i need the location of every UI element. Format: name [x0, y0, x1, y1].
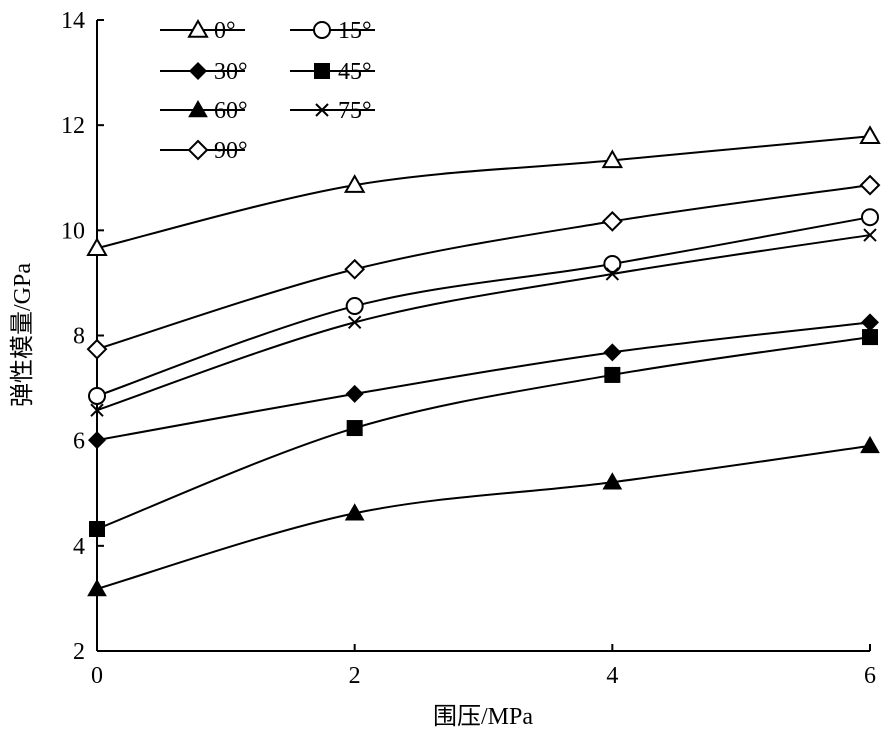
circle-open-marker — [313, 21, 331, 39]
diamond-filled-marker — [345, 384, 364, 403]
diamond-open-marker — [859, 174, 881, 196]
circle-open-marker — [345, 297, 364, 316]
square-filled-marker — [89, 521, 105, 538]
series-60deg — [87, 435, 880, 597]
series-line — [96, 184, 871, 351]
series-line — [96, 135, 871, 250]
series-line — [96, 234, 871, 412]
x-marker — [90, 403, 104, 417]
legend-label: 15° — [338, 18, 372, 44]
y-tick-label: 4 — [73, 534, 85, 560]
series-90deg — [86, 174, 881, 360]
legend-item: 75° — [290, 98, 375, 124]
series-15deg — [88, 208, 879, 405]
diamond-open-marker — [86, 338, 108, 360]
legend-item: 45° — [290, 59, 375, 85]
series-30deg — [88, 313, 879, 450]
square-filled-marker — [346, 420, 363, 437]
series-line — [96, 444, 871, 590]
circle-open-marker — [861, 208, 879, 227]
x-marker — [315, 103, 329, 117]
legend-item: 60° — [160, 98, 248, 124]
square-filled-marker — [314, 63, 330, 79]
x-marker — [863, 228, 877, 242]
y-axis-label: 弹性模量/GPa — [9, 263, 36, 407]
x-axis-label: 围压/MPa — [433, 704, 533, 730]
series-0deg — [86, 125, 881, 256]
y-tick-label: 10 — [61, 218, 85, 244]
legend-label: 30° — [214, 59, 248, 85]
legend-item: 0° — [160, 18, 245, 44]
y-tick-label: 2 — [73, 639, 85, 665]
triangle-open-marker — [859, 125, 881, 144]
circle-open-marker — [88, 386, 106, 405]
triangle-filled-marker — [188, 99, 208, 118]
y-tick-label: 14 — [61, 8, 85, 34]
triangle-filled-marker — [344, 503, 365, 521]
series-45deg — [89, 329, 878, 538]
triangle-open-marker — [601, 149, 624, 169]
x-tick-label: 2 — [349, 663, 361, 689]
y-tick-label: 8 — [73, 324, 85, 350]
x-tick-label: 4 — [606, 663, 618, 689]
triangle-open-marker — [343, 174, 366, 193]
x-marker — [605, 267, 620, 281]
triangle-open-marker — [86, 237, 108, 256]
y-tick-label: 6 — [73, 429, 85, 455]
legend-label: 75° — [338, 98, 372, 124]
triangle-filled-marker — [602, 472, 623, 490]
diamond-open-marker — [344, 258, 366, 280]
legend-item: 30° — [160, 59, 248, 85]
series-75deg — [90, 228, 877, 417]
diamond-filled-marker — [861, 313, 879, 332]
legend-item: 90° — [160, 138, 248, 164]
legend-label: 45° — [338, 59, 372, 85]
square-filled-marker — [604, 366, 621, 383]
triangle-open-marker — [187, 18, 209, 38]
legend-item: 15° — [290, 18, 375, 44]
legend: 0° 15° 30° 45° 60° 75° 90° — [160, 18, 375, 164]
series-group — [86, 125, 881, 597]
y-tick-label: 12 — [61, 113, 85, 139]
x-tick-label: 6 — [864, 663, 876, 689]
triangle-filled-marker — [87, 578, 107, 597]
series-line — [96, 336, 871, 530]
diamond-open-marker — [187, 139, 209, 161]
diamond-filled-marker — [189, 62, 207, 80]
circle-open-marker — [603, 254, 622, 273]
x-tick-label: 0 — [91, 663, 103, 689]
legend-label: 90° — [214, 138, 248, 164]
x-marker — [347, 315, 362, 330]
square-filled-marker — [862, 329, 878, 346]
diamond-filled-marker — [603, 343, 622, 362]
series-line — [96, 321, 871, 442]
diamond-open-marker — [601, 210, 623, 232]
triangle-filled-marker — [860, 435, 880, 454]
legend-label: 0° — [214, 18, 236, 44]
diamond-filled-marker — [88, 431, 106, 450]
series-line — [96, 216, 871, 397]
legend-label: 60° — [214, 98, 248, 124]
